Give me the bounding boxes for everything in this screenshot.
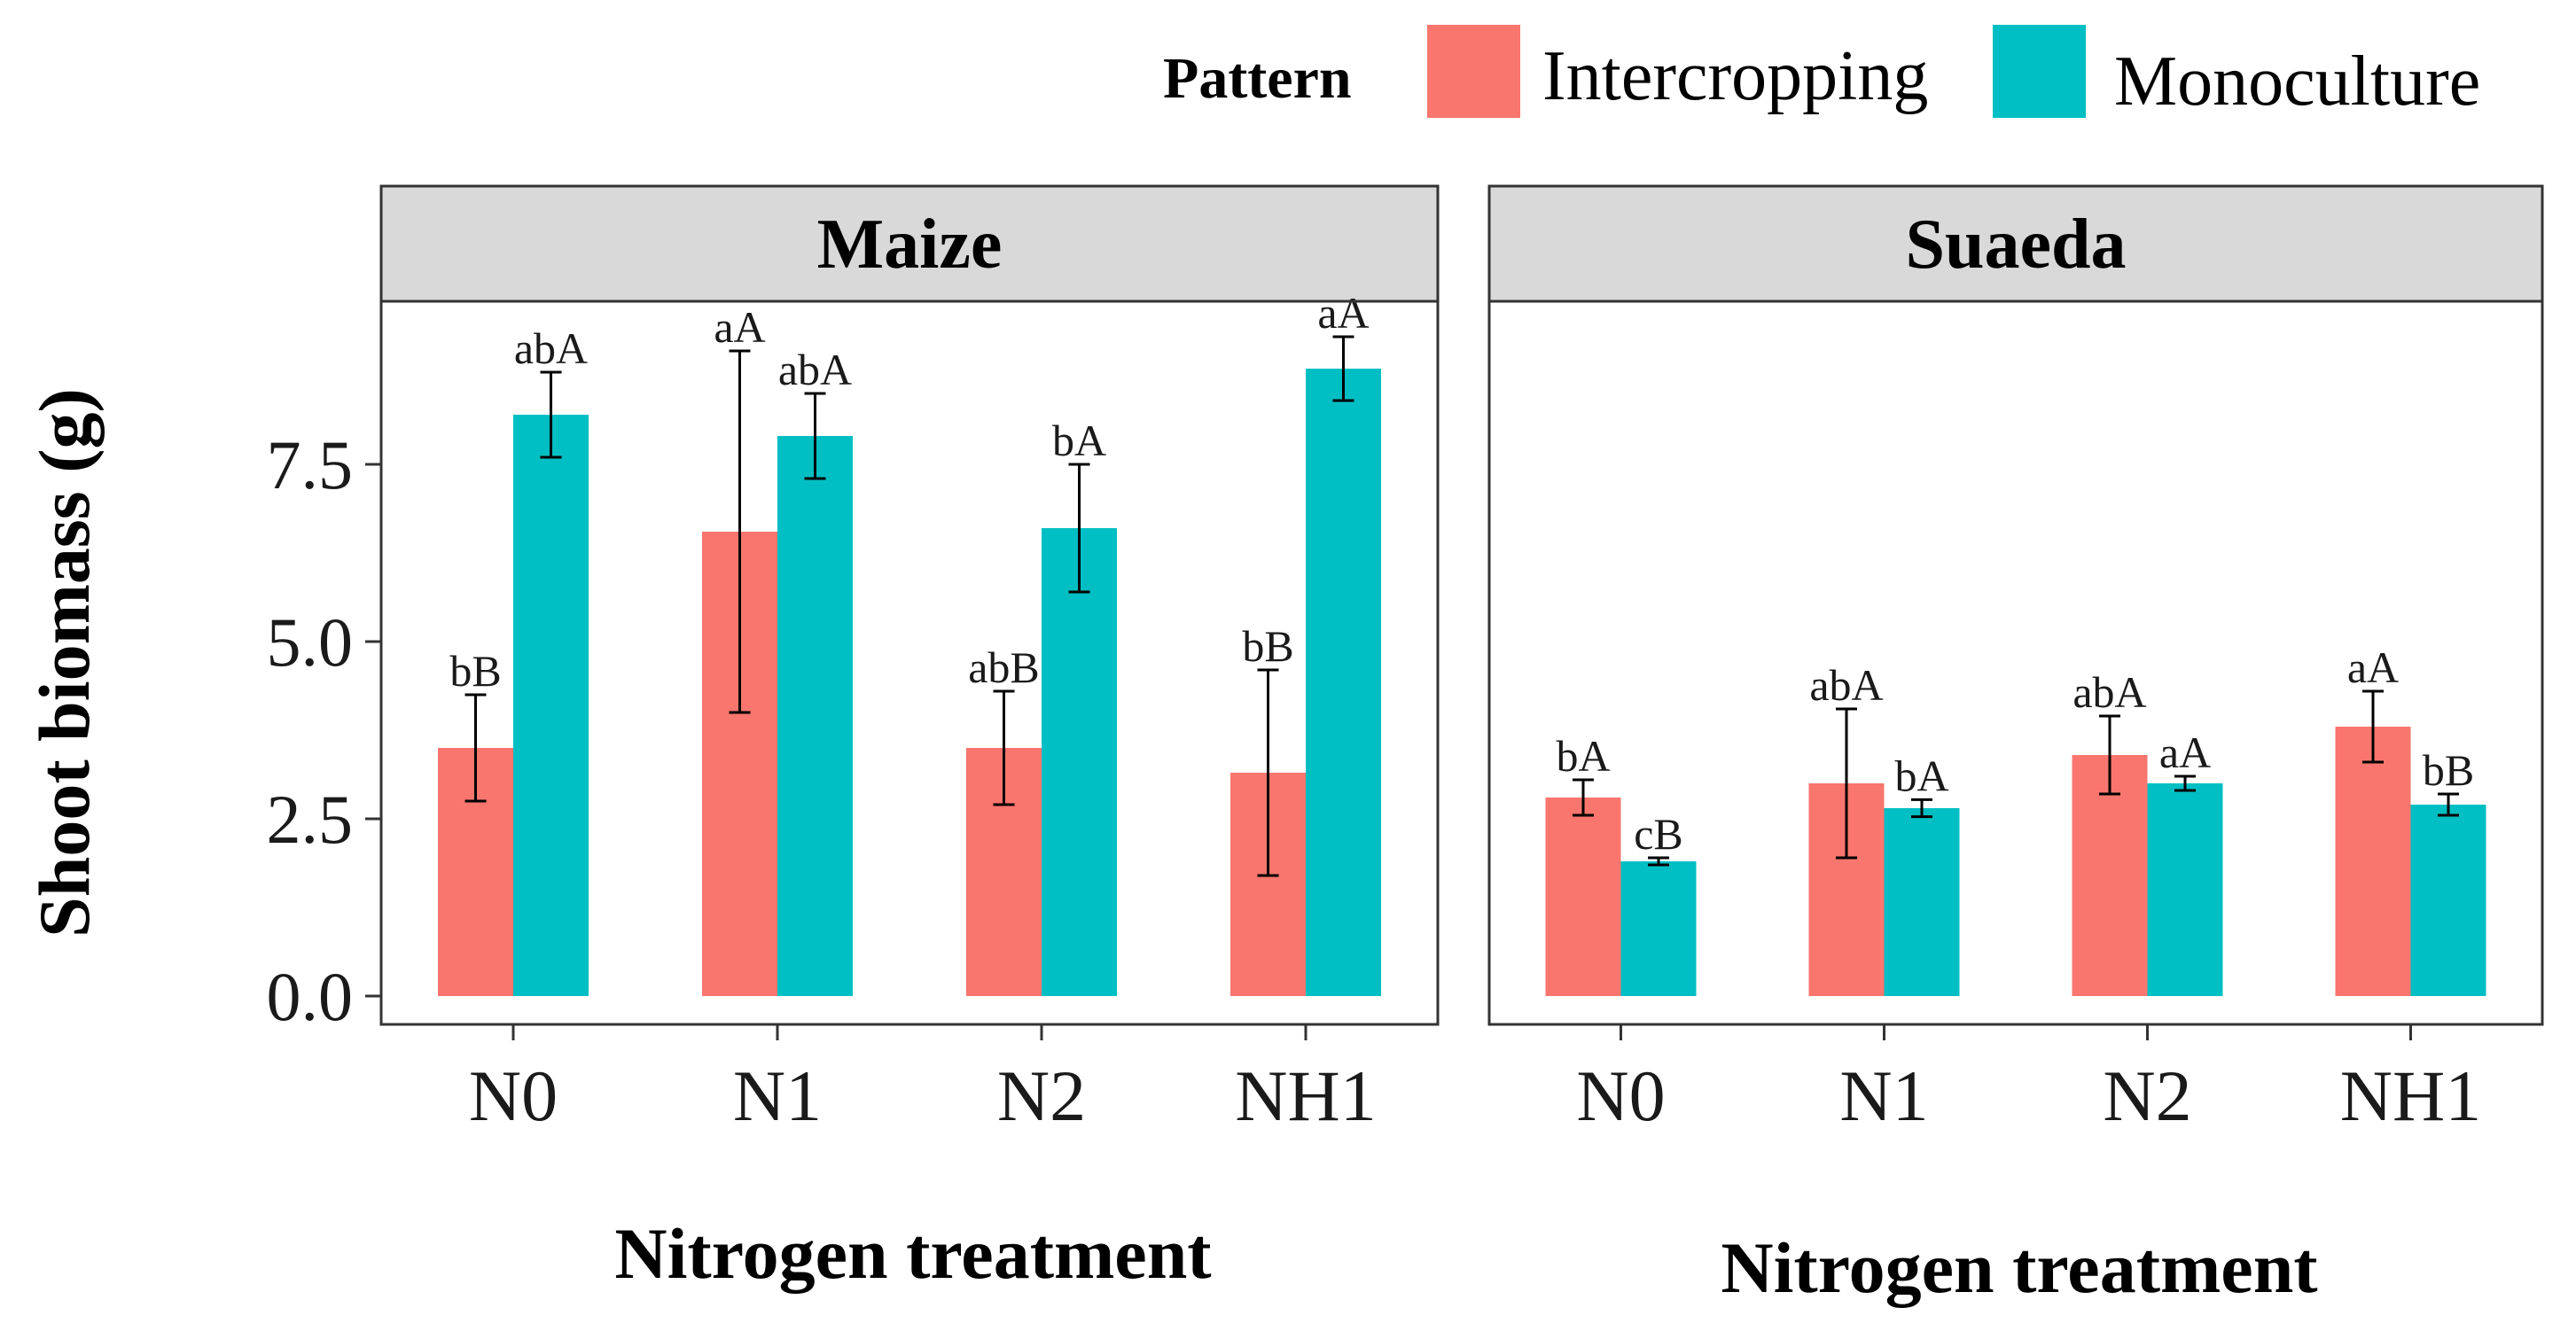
x-tick-label-maize-n2: N2 — [997, 1055, 1086, 1136]
x-axis-suaeda: N0 N1 N2 NH1 — [1576, 1024, 2481, 1136]
legend-swatch-monoculture — [1993, 25, 2086, 118]
panel-title-suaeda: Suaeda — [1906, 206, 2127, 284]
y-tick-label: 0.0 — [267, 958, 354, 1035]
legend-swatch-intercropping — [1427, 25, 1520, 118]
bar-suaeda-monoculture-n2 — [2147, 783, 2223, 996]
significance-label-suaeda-intercropping-nh1: aA — [2347, 642, 2399, 692]
significance-label-suaeda-monoculture-n1: bA — [1894, 751, 1948, 800]
panel-maize: Maize bB abA aA abA abB bA bB aA 0.0 2.5 5.0 7.5 N… — [267, 184, 1440, 1136]
significance-label-suaeda-intercropping-n2: abA — [2073, 667, 2146, 717]
panel-title-maize: Maize — [817, 206, 1003, 284]
bar-suaeda-intercropping-n0 — [1545, 798, 1621, 996]
bar-maize-monoculture-n0 — [513, 415, 589, 996]
bar-maize-monoculture-n1 — [777, 436, 853, 996]
x-tick-label-maize-nh1: NH1 — [1235, 1055, 1376, 1136]
x-axis-maize: N0 N1 N2 NH1 — [469, 1024, 1377, 1136]
legend: Pattern Intercropping Monoculture — [1163, 25, 2480, 121]
x-tick-label-suaeda-nh1: NH1 — [2340, 1055, 2481, 1136]
panel-border-maize — [379, 300, 1440, 1026]
x-tick-label-suaeda-n2: N2 — [2103, 1055, 2191, 1136]
x-tick-label-maize-n1: N1 — [733, 1055, 822, 1136]
legend-label-intercropping: Intercropping — [1542, 37, 1928, 115]
significance-label-maize-intercropping-n2: abB — [968, 642, 1040, 692]
bar-suaeda-monoculture-n0 — [1620, 861, 1697, 996]
significance-label-maize-monoculture-n0: abA — [514, 323, 588, 373]
significance-label-maize-monoculture-n2: bA — [1052, 416, 1106, 465]
legend-label-monoculture: Monoculture — [2114, 43, 2480, 121]
bar-suaeda-monoculture-n1 — [1884, 808, 1960, 996]
plot-area-maize: bB abA aA abA abB bA bB aA — [438, 288, 1381, 996]
y-axis: 0.0 2.5 5.0 7.5 — [267, 426, 381, 1035]
significance-label-suaeda-monoculture-nh1: bB — [2423, 745, 2474, 795]
x-tick-label-maize-n0: N0 — [469, 1055, 558, 1136]
bar-maize-monoculture-nh1 — [1306, 369, 1381, 996]
legend-title: Pattern — [1163, 46, 1352, 111]
bar-suaeda-monoculture-nh1 — [2410, 805, 2486, 996]
significance-label-maize-intercropping-nh1: bB — [1242, 621, 1293, 671]
significance-label-suaeda-monoculture-n2: aA — [2159, 728, 2211, 777]
x-tick-label-suaeda-n0: N0 — [1576, 1055, 1665, 1136]
y-axis-title: Shoot biomass (g) — [24, 388, 105, 938]
x-tick-label-suaeda-n1: N1 — [1839, 1055, 1928, 1136]
panel-strip-maize — [379, 184, 1440, 303]
significance-label-suaeda-monoculture-n0: cB — [1634, 809, 1683, 859]
y-tick-label: 7.5 — [267, 426, 354, 503]
bar-maize-monoculture-n2 — [1042, 528, 1117, 996]
y-tick-label: 2.5 — [267, 781, 354, 858]
panel-strip-suaeda — [1487, 184, 2544, 303]
significance-label-maize-intercropping-n0: bB — [449, 646, 501, 696]
panel-border-suaeda — [1487, 300, 2544, 1026]
x-axis-title-suaeda: Nitrogen treatment — [1721, 1227, 2317, 1308]
significance-label-maize-monoculture-n1: abA — [778, 345, 852, 394]
significance-label-maize-intercropping-n1: aA — [714, 302, 765, 352]
significance-label-suaeda-intercropping-n0: bA — [1556, 731, 1610, 781]
x-axis-title-maize: Nitrogen treatment — [614, 1213, 1211, 1294]
bar-suaeda-intercropping-nh1 — [2335, 727, 2411, 996]
significance-label-suaeda-intercropping-n1: abA — [1809, 660, 1883, 710]
significance-label-maize-monoculture-nh1: aA — [1317, 288, 1369, 338]
y-tick-label: 5.0 — [267, 603, 354, 681]
